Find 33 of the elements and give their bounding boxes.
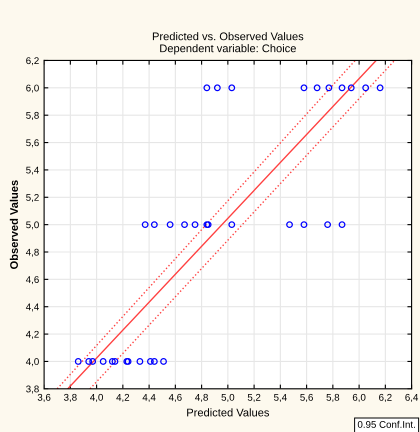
y-tick-label: 6,0 xyxy=(26,84,39,93)
x-tick-label: 4,4 xyxy=(142,394,156,402)
x-tick-label: 6,0 xyxy=(352,394,366,402)
x-tick-label: 3,8 xyxy=(64,394,77,402)
y-tick-label: 4,6 xyxy=(26,276,39,284)
x-tick-label: 3,6 xyxy=(38,394,50,402)
y-tick-label: 5,6 xyxy=(26,139,39,148)
y-tick-label: 3,8 xyxy=(26,386,39,394)
y-axis-title: Observed Values xyxy=(10,180,18,269)
x-tick-label: 4,0 xyxy=(90,394,103,402)
text: 0.95 Conf.Int. xyxy=(358,420,415,428)
y-tick-label: 4,0 xyxy=(26,358,39,366)
y-tick-label: 5,2 xyxy=(26,194,39,202)
y-tick-label: 4,8 xyxy=(26,248,39,257)
x-tick-label: 4,2 xyxy=(116,394,130,402)
x-tick-label: 5,0 xyxy=(221,394,234,402)
chart-subtitle: Dependent variable: Choice xyxy=(160,44,296,54)
x-tick-label: 6,4 xyxy=(405,394,418,402)
y-tick-label: 5,8 xyxy=(26,112,39,120)
y-tick-label: 4,4 xyxy=(26,304,39,312)
y-tick-label: 5,0 xyxy=(26,221,39,230)
x-tick-label: 5,2 xyxy=(248,394,260,402)
x-tick-label: 5,8 xyxy=(326,394,340,402)
y-tick-label: 6,2 xyxy=(26,57,39,66)
x-axis-title: Predicted Values xyxy=(187,408,270,416)
x-tick-label: 6,2 xyxy=(379,394,392,402)
x-tick-label: 5,4 xyxy=(274,394,287,402)
x-tick-label: 4,6 xyxy=(168,394,182,402)
x-tick-label: 5,6 xyxy=(300,394,313,402)
y-tick-label: 4,2 xyxy=(26,330,39,339)
chart-title: Predicted vs. Observed Values xyxy=(152,32,304,40)
y-tick-label: 5,4 xyxy=(26,166,39,175)
x-tick-label: 4,8 xyxy=(195,394,208,402)
